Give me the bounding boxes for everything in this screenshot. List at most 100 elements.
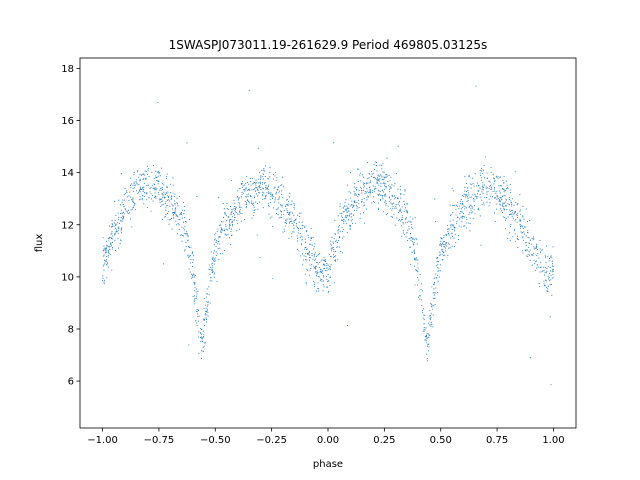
data-point [146, 184, 148, 186]
data-point [246, 175, 248, 177]
data-point [299, 237, 301, 239]
data-point [263, 168, 265, 170]
data-point [402, 223, 404, 225]
data-point [348, 210, 350, 212]
data-point [437, 264, 439, 266]
data-point [414, 251, 416, 253]
data-point [206, 309, 208, 311]
data-point [297, 237, 299, 239]
data-point [313, 245, 315, 247]
data-point [161, 200, 163, 202]
data-point [102, 275, 104, 277]
data-point [260, 188, 262, 191]
data-point [269, 166, 271, 168]
data-point [132, 200, 134, 202]
data-point [133, 182, 135, 184]
data-point [514, 211, 516, 213]
data-point [354, 194, 356, 196]
data-point [522, 227, 524, 229]
data-point [361, 192, 363, 194]
data-point [481, 203, 483, 206]
data-point [341, 219, 344, 221]
data-point [277, 188, 279, 190]
data-point [550, 279, 552, 281]
data-point [288, 196, 290, 198]
data-point [416, 259, 418, 261]
data-point [122, 220, 124, 222]
data-point [188, 344, 190, 346]
data-point [280, 194, 283, 196]
data-point [337, 226, 340, 228]
data-point [296, 226, 298, 228]
data-point [163, 191, 165, 193]
data-point [245, 183, 247, 185]
data-point [313, 265, 315, 267]
data-point [403, 200, 405, 203]
data-point [352, 207, 354, 209]
data-point [292, 231, 294, 233]
data-point [278, 190, 280, 192]
data-point [486, 172, 488, 174]
data-point [415, 237, 417, 239]
data-point [240, 206, 242, 208]
data-point [533, 248, 535, 250]
data-point [293, 231, 295, 233]
data-point [474, 213, 476, 215]
data-point [469, 230, 471, 232]
data-point [439, 264, 441, 266]
data-point [245, 207, 247, 209]
data-point [124, 208, 126, 210]
data-point [211, 263, 213, 265]
data-point [535, 247, 537, 249]
data-point [429, 309, 431, 311]
data-point [376, 164, 378, 167]
data-point [177, 222, 179, 225]
data-point [448, 247, 450, 249]
data-point [157, 170, 159, 172]
data-point [246, 203, 248, 205]
data-point [396, 217, 398, 219]
data-point [429, 317, 431, 319]
data-point [417, 263, 419, 265]
data-point [240, 220, 242, 222]
data-point [547, 275, 549, 277]
data-point [507, 216, 509, 218]
data-point [253, 206, 255, 208]
data-point [444, 254, 446, 256]
data-point [271, 193, 273, 196]
data-point [376, 170, 378, 172]
data-point [469, 183, 471, 185]
data-point [222, 203, 224, 205]
data-point [543, 266, 545, 268]
data-point [519, 210, 521, 212]
data-point [201, 328, 203, 330]
data-point [186, 235, 188, 237]
data-point [120, 220, 122, 222]
data-point [120, 228, 122, 230]
data-point [265, 185, 267, 187]
data-point [161, 219, 164, 221]
data-point [529, 239, 532, 241]
data-point [223, 249, 225, 252]
data-point [534, 261, 537, 263]
data-point [510, 225, 512, 228]
data-point [265, 188, 267, 190]
data-point [225, 215, 227, 217]
data-point [180, 234, 183, 236]
data-point [351, 222, 354, 224]
x-tick-label: 1.00 [542, 435, 564, 446]
data-point [373, 196, 375, 198]
data-point [250, 195, 252, 197]
data-point [380, 185, 382, 187]
data-point [192, 262, 194, 264]
data-point [197, 313, 199, 315]
data-point [137, 192, 139, 195]
data-point [490, 171, 492, 173]
data-point [306, 259, 308, 261]
data-point [103, 245, 105, 247]
data-point [178, 224, 180, 226]
data-point [376, 178, 378, 180]
data-point [516, 238, 518, 240]
data-point [520, 209, 522, 211]
data-point [500, 208, 502, 210]
